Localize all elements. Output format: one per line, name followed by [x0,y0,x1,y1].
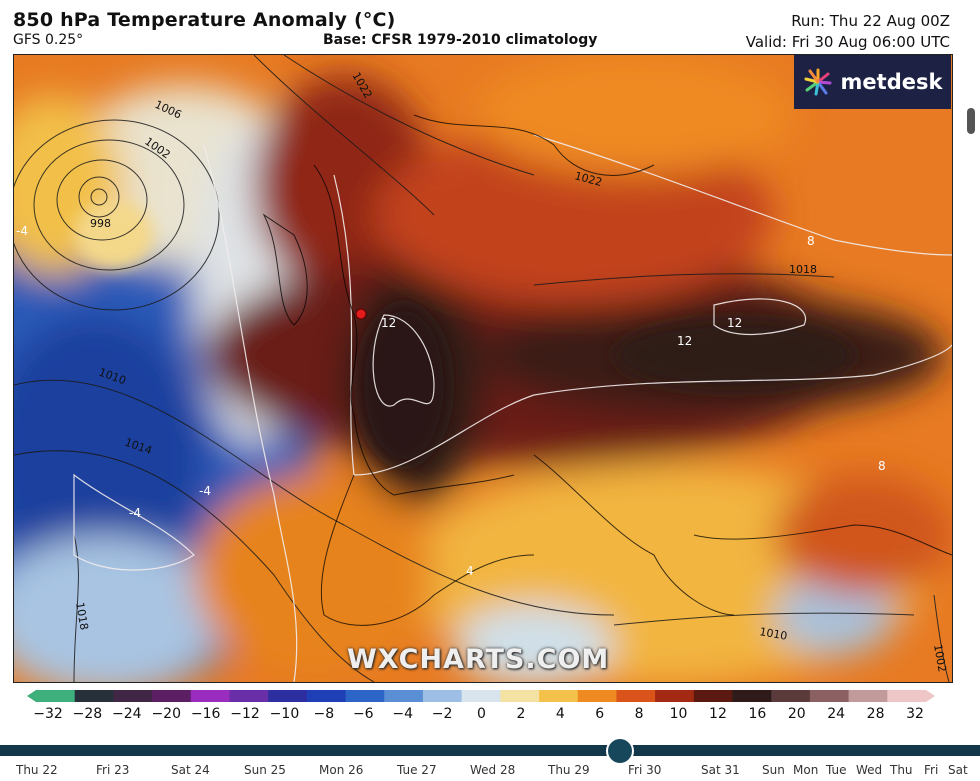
scale-swatch [693,690,734,702]
isobar-label: 1010 [758,625,788,643]
scale-swatch [809,690,850,702]
scale-swatch [848,690,888,702]
scale-swatch [229,690,269,702]
scale-tick-label: 20 [787,706,806,722]
valid-label: Valid: Fri 30 Aug 06:00 UTC [745,33,950,51]
timeline[interactable]: Thu 22 Fri 23 Sat 24 Sun 25 Mon 26 Tue 27 Wed … [0,737,980,781]
timeline-handle[interactable] [606,737,634,765]
scale-min-arrow [27,690,36,702]
scale-tick-label: −4 [392,706,413,722]
timeline-day[interactable]: Sat [948,763,968,777]
scale-swatch [539,690,579,702]
scale-swatch [113,690,153,702]
anomaly-map[interactable]: 1006 1002 998 1022 1022 1010 1014 1018 1… [13,54,953,683]
scale-tick-label: −28 [72,706,103,722]
timeline-day[interactable]: Mon 26 [319,763,364,777]
timeline-day[interactable]: Fri [924,763,939,777]
scale-tick-label: 4 [555,706,565,722]
scale-tick-label: −32 [33,706,63,722]
scale-swatch [577,690,617,702]
scale-swatch [655,690,695,702]
scale-tick-label: 12 [709,706,727,722]
scale-tick-label: 6 [595,706,605,722]
timeline-day[interactable]: Tue [826,763,847,777]
scale-swatch [152,690,192,702]
timeline-track[interactable] [0,745,980,756]
scale-tick-label: −8 [313,706,335,722]
base-label: Base: CFSR 1979-2010 climatology [323,32,598,48]
anomaly-label: 12 [727,316,742,330]
scale-tick-label: 0 [477,706,486,722]
scale-swatch [732,690,772,702]
starburst-logo-icon [804,68,832,96]
scale-swatch [384,690,424,702]
anomaly-label: 8 [878,459,886,473]
color-scale: −32 −28 −24 −20 −16 −12 −10 −8 −6 −4 −2 0 2 4 6 8 10 12 16… [27,690,935,726]
scale-swatch [887,690,927,702]
anomaly-label: 8 [807,234,815,248]
scale-swatch [190,690,230,702]
scale-tick-label: 2 [516,706,526,722]
scale-tick-label: −16 [190,706,221,722]
scale-swatch [500,690,540,702]
timeline-day[interactable]: Fri 30 [628,763,662,777]
scale-tick-label: −6 [352,706,374,722]
timeline-day[interactable]: Sat 24 [171,763,210,777]
scale-tick-label: 28 [866,706,885,722]
scale-swatch [616,690,656,702]
scale-tick-label: 32 [906,706,924,722]
chart-title: 850 hPa Temperature Anomaly (°C) [13,9,396,31]
scale-tick-label: −20 [151,706,181,722]
anomaly-label: 4 [466,564,474,578]
timeline-day[interactable]: Sun [762,763,785,777]
timeline-day[interactable]: Thu [890,763,913,777]
scale-swatch [771,690,811,702]
anomaly-label: 12 [677,334,692,348]
scale-swatch [36,690,76,702]
logo-text: metdesk [840,70,943,94]
run-label: Run: Thu 22 Aug 00Z [791,12,950,30]
scale-tick-label: 16 [748,706,767,722]
scale-swatch [345,690,385,702]
anomaly-label: -4 [16,224,28,238]
anomaly-label: -4 [199,484,211,498]
watermark: WXCHARTS.COM [347,644,610,675]
scale-max-arrow [926,690,935,702]
scale-tick-label: −24 [112,706,142,722]
timeline-day[interactable]: Sat 31 [701,763,740,777]
scale-tick-label: −12 [230,706,260,722]
scale-tick-label: −10 [269,706,300,722]
color-scale-bar [27,690,935,702]
model-label: GFS 0.25° [13,32,84,48]
anomaly-label: -4 [129,506,141,520]
timeline-day[interactable]: Wed 28 [470,763,516,777]
scale-tick-label: 8 [634,706,644,722]
scale-tick-label: 24 [827,706,846,722]
map-scrollbar[interactable] [964,54,980,681]
scale-tick-label: −2 [431,706,453,722]
timeline-day[interactable]: Fri 23 [96,763,130,777]
timeline-day[interactable]: Tue 27 [397,763,437,777]
scale-swatch [461,690,501,702]
timeline-day[interactable]: Sun 25 [244,763,286,777]
isobar-label: 1018 [789,263,817,276]
anomaly-label: 12 [381,316,396,330]
timeline-day[interactable]: Wed [856,763,883,777]
scale-swatch [74,690,114,702]
isobar-label: 1018 [73,601,91,631]
scale-tick-label: 10 [669,706,688,722]
isobar-label: 998 [90,217,111,230]
isobar-label: 1002 [931,643,949,673]
location-marker[interactable] [355,308,367,320]
scale-swatch [422,690,463,702]
timeline-day[interactable]: Thu 29 [548,763,590,777]
metdesk-logo: metdesk [794,55,951,109]
scale-swatch [306,690,347,702]
scale-swatch [268,690,308,702]
timeline-day[interactable]: Thu 22 [16,763,58,777]
timeline-day[interactable]: Mon [793,763,819,777]
